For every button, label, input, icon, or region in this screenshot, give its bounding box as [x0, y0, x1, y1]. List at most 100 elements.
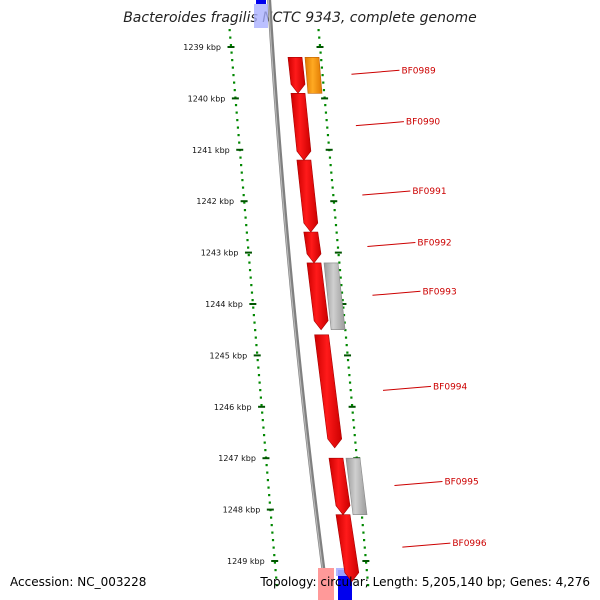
ruler-dot [240, 171, 243, 174]
gene-arrow[interactable] [303, 231, 322, 264]
ruler-dot [348, 374, 351, 377]
ruler-dot [263, 441, 266, 444]
ruler-dot [231, 66, 234, 69]
gene-arrow[interactable] [287, 56, 306, 94]
gene-labels: BF0989 BF0990 BF0991 BF0992 BF0993 BF0994 BF09… [351, 66, 487, 549]
ruler-dot [256, 359, 259, 362]
backbone-line [267, 0, 329, 593]
ruler-dot [268, 494, 271, 497]
gene-arrow[interactable] [328, 457, 351, 516]
ruler-dot [365, 561, 368, 564]
ruler-dot [331, 186, 334, 189]
ruler-dot [233, 81, 236, 84]
gene-label[interactable]: BF0989 [401, 66, 436, 76]
gene-arrow[interactable] [296, 159, 319, 233]
gene-label[interactable]: BF0990 [406, 118, 441, 128]
ruler-dot [245, 231, 248, 234]
ruler-dot [337, 254, 340, 257]
grey-feature-box[interactable] [323, 262, 346, 331]
ruler-dot [271, 531, 274, 534]
ruler-dot [231, 59, 234, 62]
ruler-dot [255, 351, 259, 354]
backbone-highlight [267, 0, 327, 593]
ruler-dot [363, 546, 366, 549]
ruler-dot [255, 344, 258, 347]
ruler-dot [348, 381, 352, 384]
label-leader-line [402, 542, 451, 548]
gene-label[interactable]: BF0995 [444, 477, 478, 487]
ruler-dot [266, 471, 269, 474]
ruler-dot [229, 36, 232, 39]
tick-label: 1244 kbp [205, 300, 243, 309]
ruler-dot [353, 434, 356, 437]
ruler-dot [346, 359, 350, 362]
label-leader-line [372, 290, 421, 296]
ruler-dot [333, 209, 336, 212]
tick-label: 1242 kbp [196, 197, 234, 206]
ruler-dot [232, 74, 235, 77]
ruler-dot [320, 66, 324, 69]
ruler-dot [275, 576, 278, 579]
ruler-dot [259, 389, 262, 392]
ruler-dot [233, 89, 236, 92]
grey-feature-box[interactable] [345, 457, 368, 516]
ruler-dot [273, 554, 276, 557]
ruler-dot [366, 576, 369, 579]
ruler-dot [326, 134, 330, 137]
tick-label: 1246 kbp [214, 403, 252, 412]
gene-label[interactable]: BF0996 [452, 539, 487, 549]
tick-label: 1248 kbp [223, 506, 261, 515]
edge-marker-bottom-pink [318, 568, 334, 600]
ruler-dot [267, 486, 270, 489]
ruler-dot [318, 36, 321, 39]
ruler-dot [243, 209, 247, 212]
ruler-dot [342, 306, 345, 309]
gene-label[interactable]: BF0994 [433, 382, 468, 392]
ruler-dot [343, 321, 346, 324]
gene-arrow[interactable] [306, 262, 329, 331]
ruler-dot [262, 426, 265, 429]
ruler-dot [273, 561, 277, 564]
ruler-dot [338, 261, 341, 264]
gene-label[interactable]: BF0993 [422, 287, 456, 297]
ruler-dot [321, 74, 324, 77]
ruler-dot [275, 584, 278, 587]
label-leader-line [355, 121, 404, 127]
ruler-dot [324, 111, 328, 114]
ruler-dot [352, 419, 355, 422]
ruler-dot [260, 404, 263, 407]
gene-arrow[interactable] [314, 334, 343, 449]
ruler-dot [236, 119, 239, 122]
gene-label[interactable]: BF0992 [417, 238, 451, 248]
ruler-dot [259, 396, 262, 399]
ruler-dot [367, 584, 370, 587]
ruler-dot [261, 419, 264, 422]
ruler-dot [328, 156, 332, 159]
ruler-dot [318, 44, 322, 47]
ruler-dot [237, 134, 240, 137]
tick-label: 1249 kbp [227, 557, 265, 566]
ruler-dot [347, 366, 350, 369]
ruler-dot [248, 269, 252, 272]
ruler-dot [352, 426, 356, 429]
ruler-dot [334, 224, 338, 227]
tick-label: 1241 kbp [192, 146, 230, 155]
ruler-dot [350, 396, 353, 399]
gene-arrow[interactable] [335, 514, 360, 583]
ruler-dot [351, 411, 354, 414]
ruler-dot [340, 284, 343, 287]
ruler-dot [272, 546, 275, 549]
ruler-dot [269, 516, 273, 519]
ruler-dot [271, 539, 275, 542]
ruler-dot [252, 306, 255, 309]
gene-label[interactable]: BF0991 [412, 187, 446, 197]
orange-feature-box[interactable] [304, 56, 323, 94]
gene-arrow[interactable] [290, 93, 312, 161]
ruler-dot [364, 554, 367, 557]
ruler-dot [338, 269, 342, 272]
ruler-dot [247, 254, 250, 257]
label-leader-line [394, 480, 443, 486]
ruler-dot [344, 336, 348, 339]
ruler-dot [241, 186, 245, 189]
